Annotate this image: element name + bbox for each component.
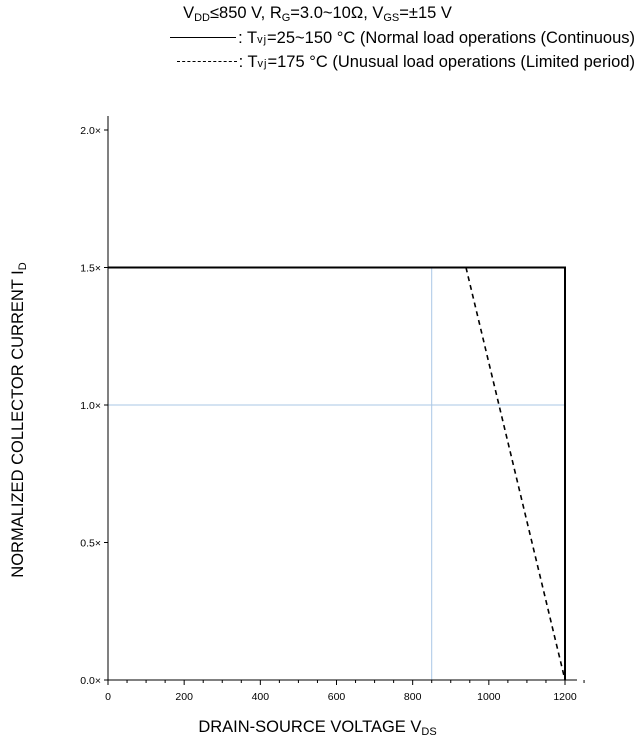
chart-title: VDD≤850 V, RG=3.0~10Ω, VGS=±15 V — [0, 3, 635, 28]
y-tick-label: 1.5× — [80, 263, 101, 275]
x-tick-label: 800 — [404, 691, 422, 703]
legend-entry-dashed: : Tvj=175 °C (Unusual load operations (L… — [171, 52, 635, 74]
x-tick-label: 1200 — [553, 691, 577, 703]
x-tick-label: 600 — [328, 691, 346, 703]
title-rg-sub: G — [281, 12, 291, 24]
title-rg-rest: =3.0~10Ω, V — [290, 4, 384, 22]
x-axis-label: DRAIN-SOURCE VOLTAGE VDS — [0, 718, 635, 738]
x-axis-label-text: DRAIN-SOURCE VOLTAGE V — [198, 718, 422, 736]
legend-solid-text: =25~150 °C (Normal load operations (Cont… — [267, 29, 635, 47]
title-vdd-rest: ≤850 V, R — [209, 4, 282, 22]
legend-solid-prefix: : T — [238, 29, 258, 47]
series-line-dashed — [465, 267, 566, 681]
title-vgs-rest: =±15 V — [399, 4, 452, 22]
x-tick-label: 200 — [175, 691, 193, 703]
legend-solid-line — [170, 37, 237, 38]
x-axis-label-sub: DS — [421, 726, 437, 738]
legend-dashed-prefix: : T — [238, 53, 258, 71]
x-tick-label: 1000 — [477, 691, 501, 703]
y-tick-label: 0.5× — [80, 538, 101, 550]
legend-dashed-sub: vj — [257, 58, 268, 70]
legend-dashed-text: =175 °C (Unusual load operations (Limite… — [267, 53, 635, 71]
x-tick-label: 400 — [252, 691, 270, 703]
y-tick-label: 0.0× — [80, 675, 101, 687]
title-vdd-sub: DD — [194, 12, 210, 24]
legend-solid-sub: vj — [257, 34, 268, 46]
x-tick-label: 0 — [105, 691, 111, 703]
y-tick-label: 1.0× — [80, 400, 101, 412]
legend-entry-solid: : Tvj=25~150 °C (Normal load operations … — [170, 28, 635, 50]
y-tick-label: 2.0× — [80, 125, 101, 137]
series-line-solid — [108, 266, 566, 680]
legend-dashed-line — [176, 61, 237, 62]
title-vgs-sub: GS — [383, 12, 400, 24]
title-v: V — [183, 4, 195, 22]
